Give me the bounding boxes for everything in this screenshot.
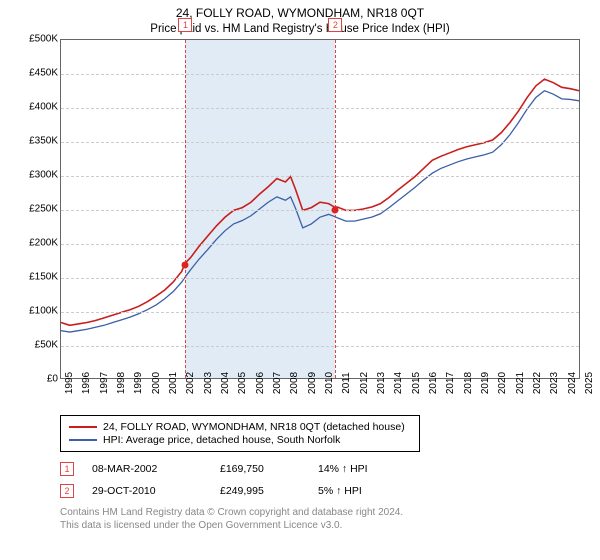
marker-dot-2 (332, 207, 339, 214)
y-axis-label: £50K (18, 340, 58, 351)
x-axis-label: 2008 (289, 372, 300, 394)
legend-swatch (69, 426, 97, 428)
y-axis-label: £250K (18, 204, 58, 215)
x-axis-label: 2005 (237, 372, 248, 394)
x-axis-label: 2013 (376, 372, 387, 394)
x-axis-label: 2001 (168, 372, 179, 394)
y-axis-label: £100K (18, 306, 58, 317)
x-axis-label: 1995 (64, 372, 75, 394)
y-axis-label: £300K (18, 170, 58, 181)
page-subtitle: Price paid vs. HM Land Registry's House … (8, 23, 592, 35)
marker-vline (185, 40, 186, 378)
page-title: 24, FOLLY ROAD, WYMONDHAM, NR18 0QT (8, 6, 592, 20)
series-hpi (61, 91, 579, 332)
x-axis-label: 2021 (515, 372, 526, 394)
plot-area: 12 (60, 39, 580, 379)
legend-label: HPI: Average price, detached house, Sout… (103, 434, 340, 446)
footnote-line: Contains HM Land Registry data © Crown c… (60, 506, 592, 519)
x-axis-label: 2020 (497, 372, 508, 394)
x-axis-label: 2009 (307, 372, 318, 394)
sale-date: 08-MAR-2002 (92, 463, 202, 475)
x-axis-label: 2022 (532, 372, 543, 394)
gridline-h (61, 176, 579, 177)
sale-date: 29-OCT-2010 (92, 485, 202, 497)
gridline-h (61, 312, 579, 313)
x-axis-label: 2012 (359, 372, 370, 394)
x-axis-label: 2000 (151, 372, 162, 394)
x-axis-label: 1996 (81, 372, 92, 394)
y-axis-label: £200K (18, 238, 58, 249)
x-axis-label: 2017 (445, 372, 456, 394)
x-axis-label: 2014 (393, 372, 404, 394)
gridline-h (61, 244, 579, 245)
x-axis-label: 2006 (255, 372, 266, 394)
x-axis-label: 2016 (428, 372, 439, 394)
x-axis-label: 2025 (584, 372, 595, 394)
chart-wrap: 12 £0 £50K £100K £150K £200K £250K £300K £350K £… (20, 39, 590, 409)
x-axis-label: 2010 (324, 372, 335, 394)
gridline-h (61, 278, 579, 279)
x-axis-label: 2004 (220, 372, 231, 394)
x-axis-label: 2002 (185, 372, 196, 394)
sale-delta: 14% ↑ HPI (318, 463, 368, 475)
x-axis-label: 1999 (133, 372, 144, 394)
x-axis-label: 1998 (116, 372, 127, 394)
legend-row: HPI: Average price, detached house, Sout… (69, 434, 411, 446)
chart-svg (61, 40, 579, 378)
sale-marker-2: 2 (60, 484, 74, 498)
gridline-h (61, 142, 579, 143)
legend-box: 24, FOLLY ROAD, WYMONDHAM, NR18 0QT (det… (60, 415, 420, 452)
footnote-line: This data is licensed under the Open Gov… (60, 519, 592, 532)
gridline-h (61, 74, 579, 75)
legend-swatch (69, 439, 97, 441)
chart-container: 24, FOLLY ROAD, WYMONDHAM, NR18 0QT Pric… (0, 0, 600, 560)
footnote: Contains HM Land Registry data © Crown c… (60, 506, 592, 532)
y-axis-label: £0 (18, 374, 58, 385)
sale-price: £249,995 (220, 485, 300, 497)
sales-table: 1 08-MAR-2002 £169,750 14% ↑ HPI 2 29-OCT-201… (60, 462, 592, 498)
gridline-h (61, 108, 579, 109)
sale-price: £169,750 (220, 463, 300, 475)
marker-box-1: 1 (178, 18, 192, 32)
marker-dot-1 (182, 261, 189, 268)
marker-box-2: 2 (328, 18, 342, 32)
x-axis-label: 2018 (463, 372, 474, 394)
legend-row: 24, FOLLY ROAD, WYMONDHAM, NR18 0QT (det… (69, 421, 411, 433)
x-axis-label: 2003 (203, 372, 214, 394)
sale-marker-1: 1 (60, 462, 74, 476)
x-axis-label: 2015 (411, 372, 422, 394)
sale-delta: 5% ↑ HPI (318, 485, 362, 497)
series-price-paid (61, 79, 579, 325)
y-axis-label: £150K (18, 272, 58, 283)
x-axis-label: 2019 (480, 372, 491, 394)
gridline-h (61, 346, 579, 347)
gridline-h (61, 210, 579, 211)
x-axis-label: 2011 (341, 372, 352, 394)
x-axis-label: 2007 (272, 372, 283, 394)
y-axis-label: £400K (18, 102, 58, 113)
x-axis-label: 2024 (567, 372, 578, 394)
y-axis-label: £350K (18, 136, 58, 147)
x-axis-label: 1997 (99, 372, 110, 394)
sale-row-1: 1 08-MAR-2002 £169,750 14% ↑ HPI (60, 462, 592, 476)
legend-label: 24, FOLLY ROAD, WYMONDHAM, NR18 0QT (det… (103, 421, 405, 433)
x-axis-label: 2023 (549, 372, 560, 394)
y-axis-label: £450K (18, 68, 58, 79)
y-axis-label: £500K (18, 34, 58, 45)
sale-row-2: 2 29-OCT-2010 £249,995 5% ↑ HPI (60, 484, 592, 498)
